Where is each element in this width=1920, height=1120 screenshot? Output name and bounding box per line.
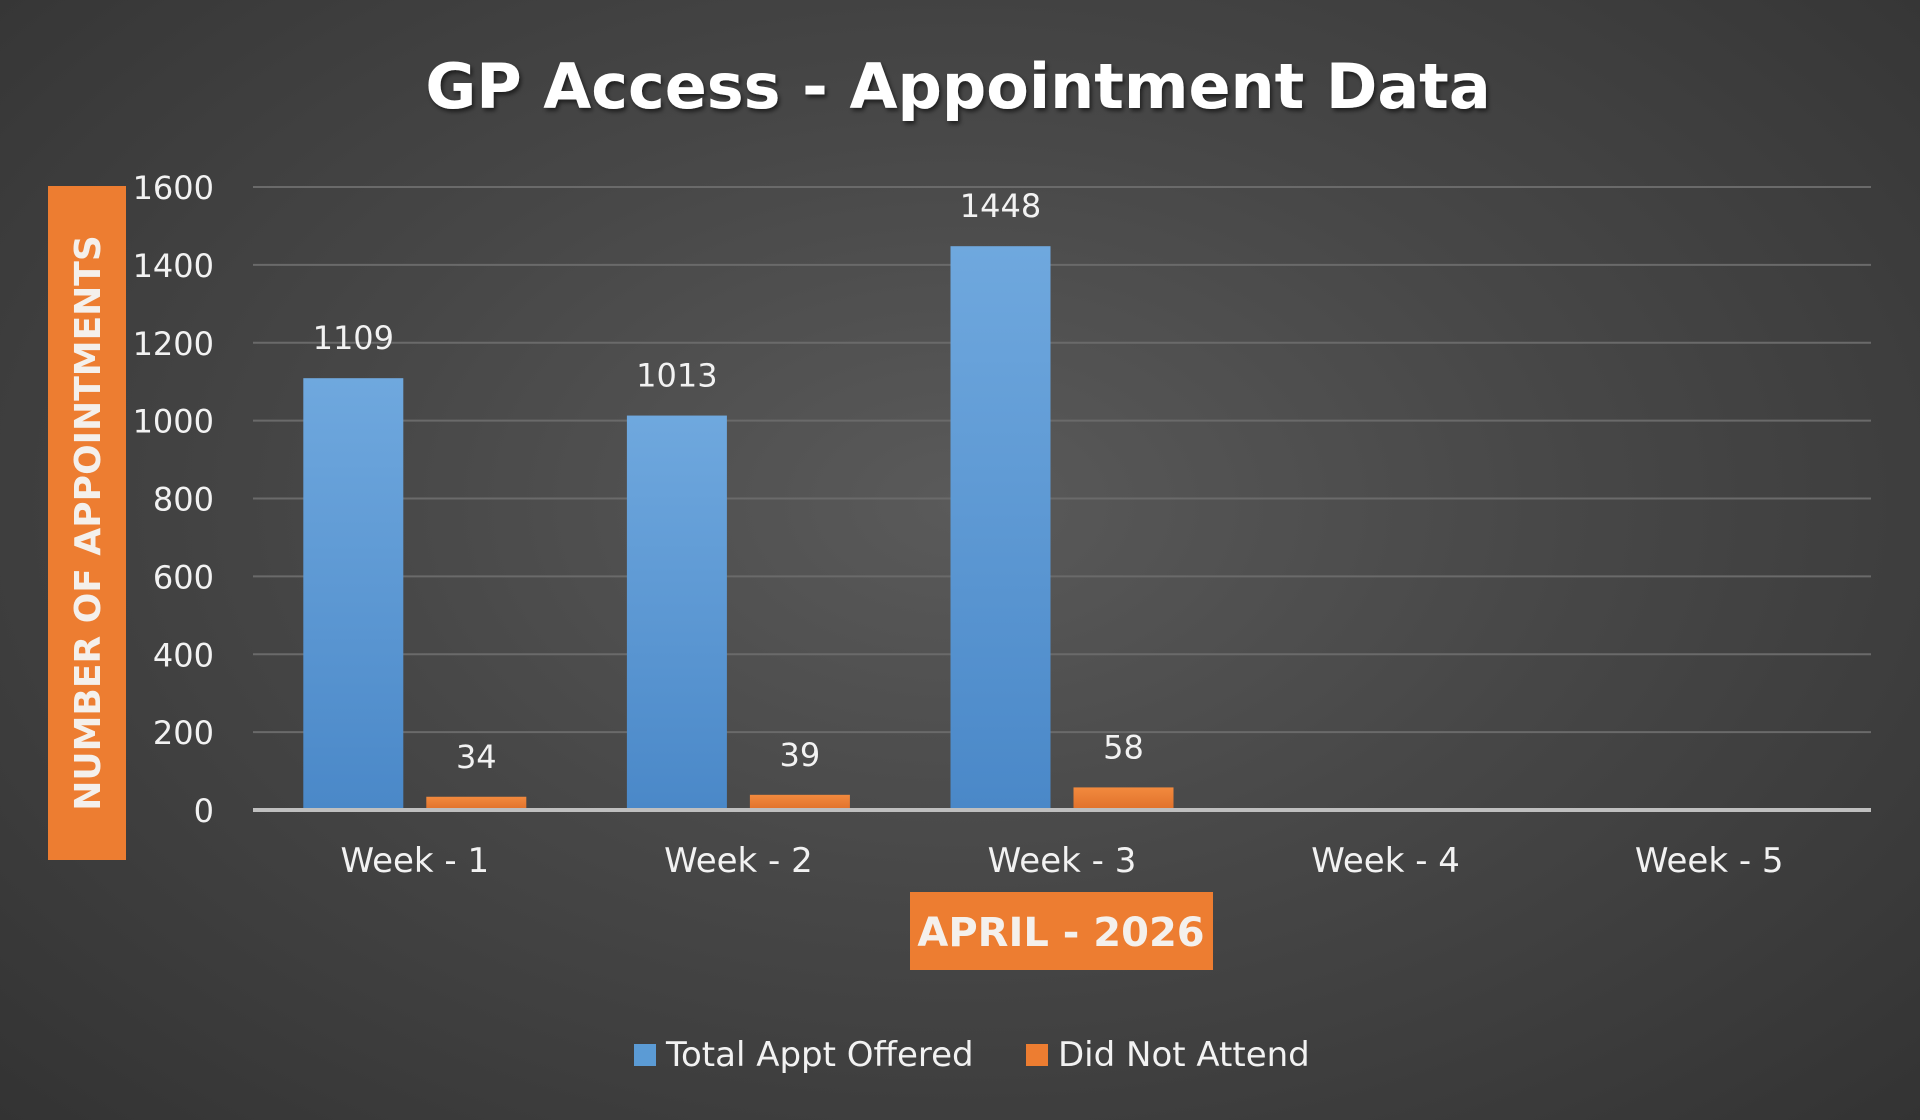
y-tick-label: 1000 (133, 403, 214, 441)
y-axis-title-box (48, 186, 126, 860)
data-label: 1109 (313, 319, 394, 357)
y-tick-labels: 0 200 400 600 800 1000 1200 1400 1600 (133, 169, 214, 830)
legend-swatch (634, 1044, 656, 1066)
y-tick-label: 1400 (133, 247, 214, 285)
x-tick-label: Week - 3 (988, 841, 1137, 881)
data-label: 1448 (960, 187, 1041, 225)
y-tick-label: 1600 (133, 169, 214, 207)
bar-total-appt-offered (950, 246, 1051, 810)
legend: Total Appt Offered Did Not Attend (634, 1035, 1310, 1075)
y-tick-label: 1200 (133, 325, 214, 363)
bar-did-not-attend (426, 796, 527, 810)
data-labels: 1109 34 1013 39 1448 58 (313, 187, 1144, 776)
y-tick-label: 0 (194, 792, 214, 830)
y-axis-title: NUMBER OF APPOINTMENTS (68, 235, 109, 811)
x-axis-title-group: APRIL - 2026 (910, 892, 1213, 970)
x-tick-label: Week - 4 (1311, 841, 1460, 881)
x-tick-label: Week - 5 (1635, 841, 1784, 881)
bars (253, 246, 1871, 812)
x-tick-label: Week - 2 (664, 841, 813, 881)
x-tick-label: Week - 1 (340, 841, 489, 881)
y-tick-label: 200 (153, 714, 214, 752)
gridlines (253, 186, 1871, 734)
legend-label: Did Not Attend (1058, 1035, 1310, 1075)
x-axis-title: APRIL - 2026 (917, 910, 1204, 956)
legend-label: Total Appt Offered (665, 1035, 974, 1075)
y-tick-label: 800 (153, 481, 214, 519)
y-tick-label: 400 (153, 636, 214, 674)
x-tick-labels: Week - 1 Week - 2 Week - 3 Week - 4 Week - 5 (340, 841, 1783, 881)
chart-title: GP Access - Appointment Data (425, 50, 1490, 123)
data-label: 58 (1103, 728, 1144, 766)
y-axis-title-group: NUMBER OF APPOINTMENTS (48, 186, 126, 860)
bar-did-not-attend (749, 794, 850, 810)
bar-total-appt-offered (303, 378, 404, 810)
bar-did-not-attend (1073, 787, 1174, 810)
legend-swatch (1026, 1044, 1048, 1066)
data-label: 34 (456, 738, 497, 776)
data-label: 39 (780, 736, 821, 774)
x-axis-title-box (910, 892, 1213, 970)
data-label: 1013 (636, 357, 717, 395)
bar-total-appt-offered (626, 415, 727, 810)
y-tick-label: 600 (153, 558, 214, 596)
